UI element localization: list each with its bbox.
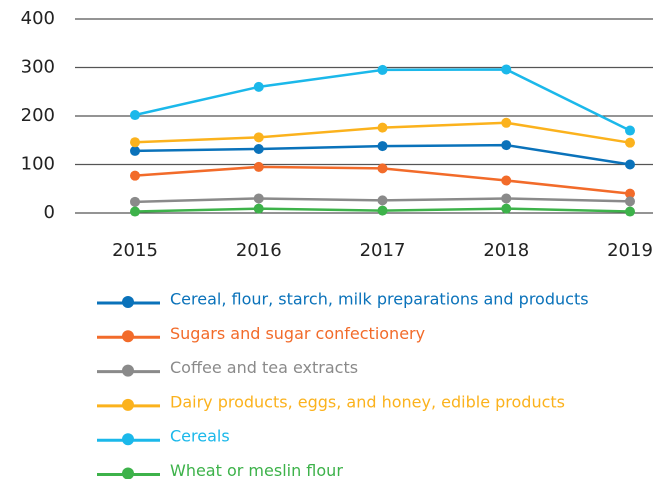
x-tick-label: 2019	[607, 240, 653, 261]
legend-marker	[122, 364, 134, 377]
series-line	[134, 68, 631, 132]
legend-marker	[122, 398, 134, 411]
legend-label: Coffee and tea extracts	[170, 358, 358, 377]
point	[130, 110, 140, 121]
legend-label: Wheat or meslin flour	[170, 461, 343, 479]
legend-marker	[122, 467, 134, 479]
y-tick-label: 200	[21, 105, 55, 126]
point	[377, 195, 388, 206]
point	[625, 137, 635, 148]
legend-label: Cereal, flour, starch, milk preparations…	[170, 290, 589, 309]
legend-marker	[122, 433, 134, 446]
point	[253, 81, 264, 92]
point	[625, 125, 635, 136]
legend-label: Cereals	[170, 427, 230, 446]
point	[377, 64, 388, 75]
point	[130, 145, 140, 156]
point	[377, 122, 388, 133]
point	[130, 206, 140, 217]
point	[625, 188, 635, 199]
point	[377, 205, 388, 216]
point	[501, 203, 512, 214]
x-tick-label: 2016	[236, 240, 282, 261]
point	[253, 203, 264, 214]
x-tick-label: 2017	[360, 240, 406, 261]
y-tick-label: 0	[44, 202, 55, 223]
point	[377, 141, 388, 152]
point	[625, 206, 635, 217]
point	[625, 159, 635, 170]
legend-label: Sugars and sugar confectionery	[170, 324, 425, 343]
point	[501, 175, 512, 186]
y-tick-label: 300	[21, 57, 55, 78]
point	[253, 143, 264, 154]
legend-marker	[122, 296, 134, 308]
legend-marker	[122, 330, 134, 343]
point	[501, 193, 512, 204]
x-tick-label: 2015	[112, 240, 158, 261]
point	[130, 196, 140, 207]
point	[253, 161, 264, 172]
point	[625, 196, 635, 207]
point	[501, 64, 512, 75]
x-tick-label: 2018	[483, 240, 529, 261]
point	[501, 117, 512, 128]
point	[501, 140, 512, 151]
y-tick-label: 400	[21, 8, 55, 29]
point	[130, 170, 140, 181]
point	[377, 163, 388, 174]
legend-label: Dairy products, eggs, and honey, edible …	[170, 392, 565, 411]
point	[253, 132, 264, 143]
y-tick-label: 100	[21, 154, 55, 175]
point	[130, 137, 140, 148]
point	[253, 193, 264, 204]
